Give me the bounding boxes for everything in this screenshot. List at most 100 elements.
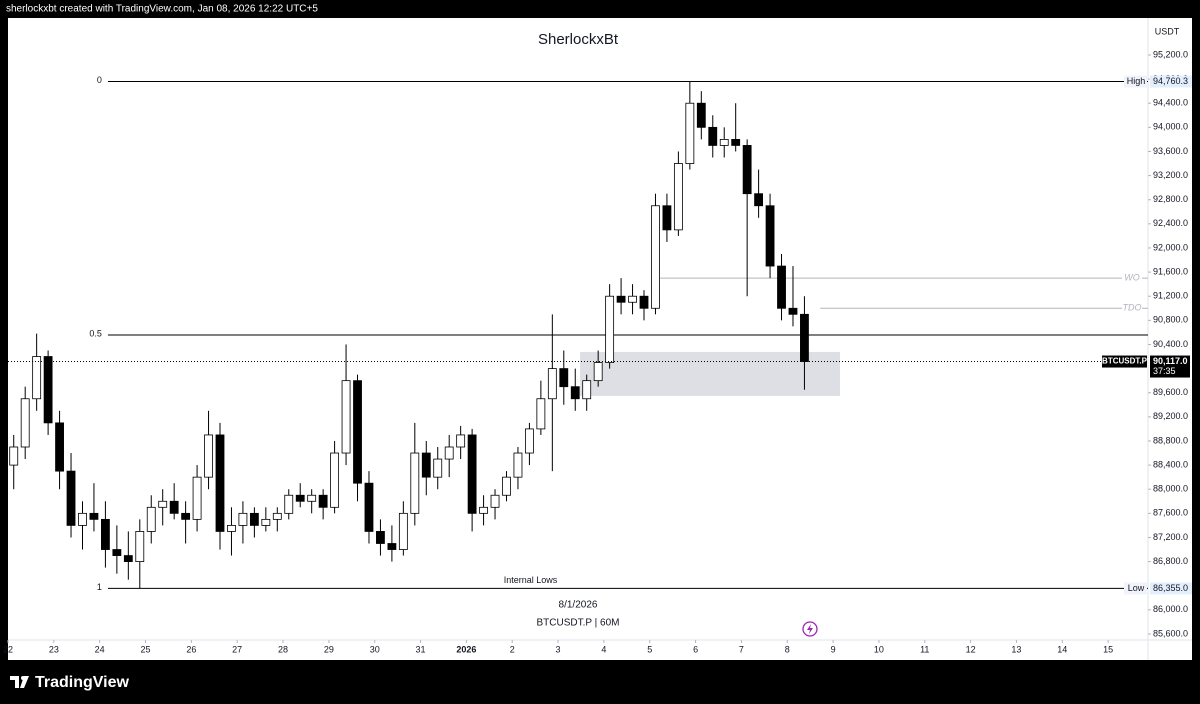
chart-area <box>8 18 1192 660</box>
x-tick-label: 6 <box>693 644 698 654</box>
candle-body <box>215 434 225 532</box>
x-tick-label: 2 <box>510 644 515 654</box>
candle-body <box>227 525 236 532</box>
countdown: 37:35 <box>1153 366 1176 376</box>
axes: 95,200.094,800.094,400.094,000.093,600.0… <box>3 49 1192 654</box>
candle-body <box>502 476 511 496</box>
fib-price-label: 86,355.0 <box>1153 583 1188 593</box>
x-tick-label: 23 <box>49 644 59 654</box>
candle-body <box>582 380 592 400</box>
x-tick-label: 31 <box>416 644 426 654</box>
y-tick-label: 93,600.0 <box>1153 146 1188 156</box>
candle-body <box>605 295 615 363</box>
candle-body <box>410 452 420 514</box>
candle-body <box>765 205 775 267</box>
chart-title: SherlockxBt <box>538 31 619 48</box>
candle-body <box>135 531 145 562</box>
x-tick-label: 12 <box>966 644 976 654</box>
x-tick-label: 30 <box>370 644 380 654</box>
candle-body <box>479 506 488 514</box>
candle-body <box>55 422 64 472</box>
y-tick-label: 86,800.0 <box>1153 556 1188 566</box>
y-tick-label: 87,200.0 <box>1153 532 1188 542</box>
candle-body <box>364 482 374 532</box>
candle-body <box>456 434 466 448</box>
header-text: sherlockxbt created with TradingView.com… <box>6 4 318 15</box>
candle-body <box>777 265 786 309</box>
annotation: Internal Lows <box>504 575 558 585</box>
lightning-icon[interactable] <box>802 621 818 637</box>
y-tick-label: 92,000.0 <box>1153 242 1188 252</box>
candle-body <box>112 549 122 556</box>
candle-body <box>238 512 248 526</box>
candle-body <box>788 307 798 315</box>
candle-body <box>800 313 809 362</box>
candle-body <box>9 446 19 466</box>
candle-body <box>731 139 741 146</box>
candle-body <box>444 446 454 460</box>
y-tick-label: 88,800.0 <box>1153 435 1188 445</box>
fib-price-label: 94,760.3 <box>1153 76 1188 86</box>
candle-body <box>295 494 305 502</box>
candle-body <box>89 512 99 520</box>
fib-tag: Low <box>1128 583 1145 593</box>
candle-body <box>696 102 706 128</box>
candle-body <box>66 470 76 526</box>
x-tick-label: 29 <box>324 644 334 654</box>
candle-body <box>32 356 42 400</box>
symbol-caption: BTCUSDT.P | 60M <box>537 618 620 629</box>
fib-price-box <box>1150 75 1192 88</box>
x-tick-label: 5 <box>647 644 652 654</box>
candle-body <box>78 512 87 526</box>
candle-body <box>685 102 695 164</box>
symbol-label: BTCUSDT.P <box>1102 357 1148 366</box>
y-tick-label: 90,800.0 <box>1153 315 1188 325</box>
candle-body <box>421 452 431 478</box>
candle-body <box>318 494 328 508</box>
chart-subtitle: 8/1/2026 <box>559 600 598 611</box>
x-tick-label: 28 <box>278 644 288 654</box>
candle-body <box>387 543 397 550</box>
candle-body <box>593 362 603 382</box>
candle-body <box>651 205 660 309</box>
footer-logo <box>10 676 29 688</box>
x-tick-label: 11 <box>920 644 929 654</box>
candle-body <box>433 458 443 478</box>
candle-body <box>192 476 202 520</box>
x-tick-label: 8 <box>785 644 790 654</box>
candle-body <box>123 555 133 562</box>
y-tick-label: 91,600.0 <box>1153 266 1188 276</box>
x-tick-label: 9 <box>831 644 836 654</box>
candle-body <box>20 398 30 448</box>
y-tick-label: 89,200.0 <box>1153 411 1188 421</box>
ray-label: WO <box>1124 273 1140 283</box>
x-tick-label: 26 <box>186 644 196 654</box>
x-tick-label: 14 <box>1057 644 1067 654</box>
y-tick-label: 93,200.0 <box>1153 170 1188 180</box>
candle-body <box>673 163 683 231</box>
candle-body <box>708 126 718 146</box>
y-tick-label: 85,600.0 <box>1153 628 1188 638</box>
candle-body <box>43 356 53 424</box>
y-tick-label: 92,400.0 <box>1153 218 1188 228</box>
zone <box>580 351 840 396</box>
y-tick-label: 95,200.0 <box>1153 49 1188 59</box>
candle-body <box>330 452 340 508</box>
x-tick-label: 13 <box>1011 644 1021 654</box>
candle-body <box>525 428 534 454</box>
candle-body <box>261 518 271 526</box>
candle-body <box>467 434 477 514</box>
plot: Internal Lows WO TDO <box>8 80 1148 589</box>
y-tick-label: 88,400.0 <box>1153 459 1188 469</box>
candle-body <box>628 295 637 303</box>
x-tick-label: 27 <box>232 644 242 654</box>
x-tick-label: 4 <box>601 644 606 654</box>
candle-body <box>158 500 168 508</box>
fib-ratio: 1 <box>97 582 102 592</box>
candle-body <box>376 531 385 544</box>
y-tick-label: 92,800.0 <box>1153 194 1188 204</box>
y-tick-label: 91,200.0 <box>1153 291 1188 301</box>
x-tick-label: 7 <box>739 644 744 654</box>
candle-body <box>249 512 259 526</box>
